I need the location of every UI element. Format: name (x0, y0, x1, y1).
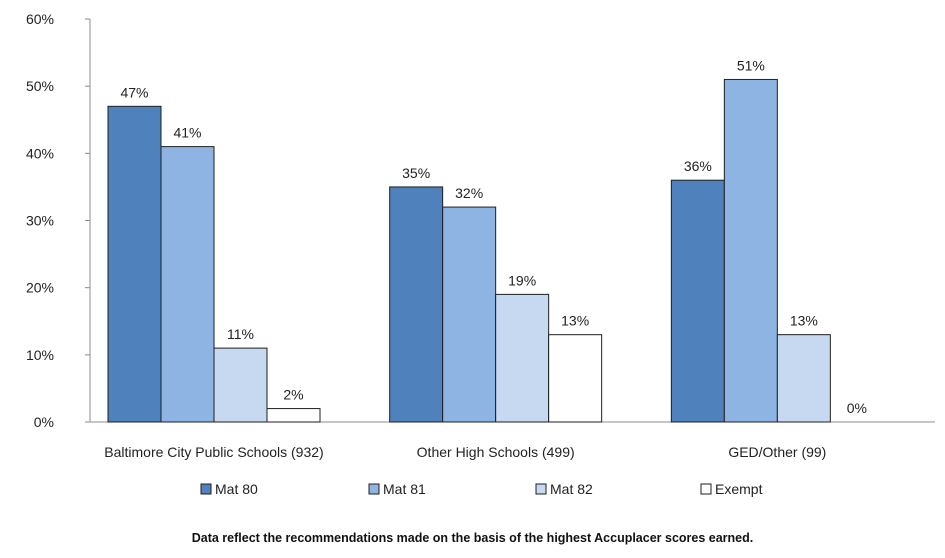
data-label: 2% (283, 387, 303, 403)
legend-swatch (200, 483, 212, 495)
legend-swatch (700, 483, 712, 495)
data-label: 51% (737, 57, 765, 73)
legend-swatch (368, 483, 380, 495)
legend-label: Mat 80 (215, 481, 258, 497)
bar (107, 105, 162, 423)
x-category-label: Other High Schools (499) (417, 444, 575, 460)
data-label: 13% (561, 313, 589, 329)
bar (160, 146, 215, 423)
data-label: 13% (790, 313, 818, 329)
bar (548, 334, 603, 423)
y-tick-label: 0% (34, 414, 54, 430)
data-label: 32% (455, 185, 483, 201)
bar (213, 347, 268, 423)
legend-label: Exempt (715, 481, 763, 497)
data-label: 35% (402, 165, 430, 181)
chart-footnote: Data reflect the recommendations made on… (191, 531, 754, 545)
bar-chart: 0% 10% 20% 30% 40% 50% 60% 47% 41% 11% 2% 35% 32% 19… (26, 11, 935, 497)
data-labels: 47% 41% 11% 2% 35% 32% 19% 13% 36% 51% 13% 0% (120, 57, 866, 416)
x-category-label: GED/Other (99) (728, 444, 826, 460)
data-label: 36% (684, 158, 712, 174)
legend-swatch (535, 483, 547, 495)
y-tick-label: 40% (26, 145, 54, 161)
legend: Mat 80 Mat 81 Mat 82 Exempt (200, 481, 763, 497)
data-label: 0% (847, 400, 867, 416)
bar (389, 186, 444, 423)
x-category-label: Baltimore City Public Schools (932) (104, 444, 323, 460)
y-tick-label: 10% (26, 347, 54, 363)
data-label: 41% (173, 125, 201, 141)
legend-label: Mat 82 (550, 481, 593, 497)
bar (495, 293, 550, 423)
bar (723, 78, 778, 423)
legend-label: Mat 81 (383, 481, 426, 497)
bar (266, 408, 321, 423)
y-tick-label: 20% (26, 280, 54, 296)
y-tick-label: 30% (26, 213, 54, 229)
category-labels: Baltimore City Public Schools (932) Other… (104, 444, 826, 460)
y-tick-label: 50% (26, 78, 54, 94)
data-label: 19% (508, 272, 536, 288)
bars (107, 78, 831, 423)
y-tick-label: 60% (26, 11, 54, 27)
bar (670, 179, 725, 423)
bar (776, 334, 831, 423)
data-label: 47% (120, 84, 148, 100)
data-label: 11% (227, 326, 254, 342)
bar (442, 206, 497, 423)
